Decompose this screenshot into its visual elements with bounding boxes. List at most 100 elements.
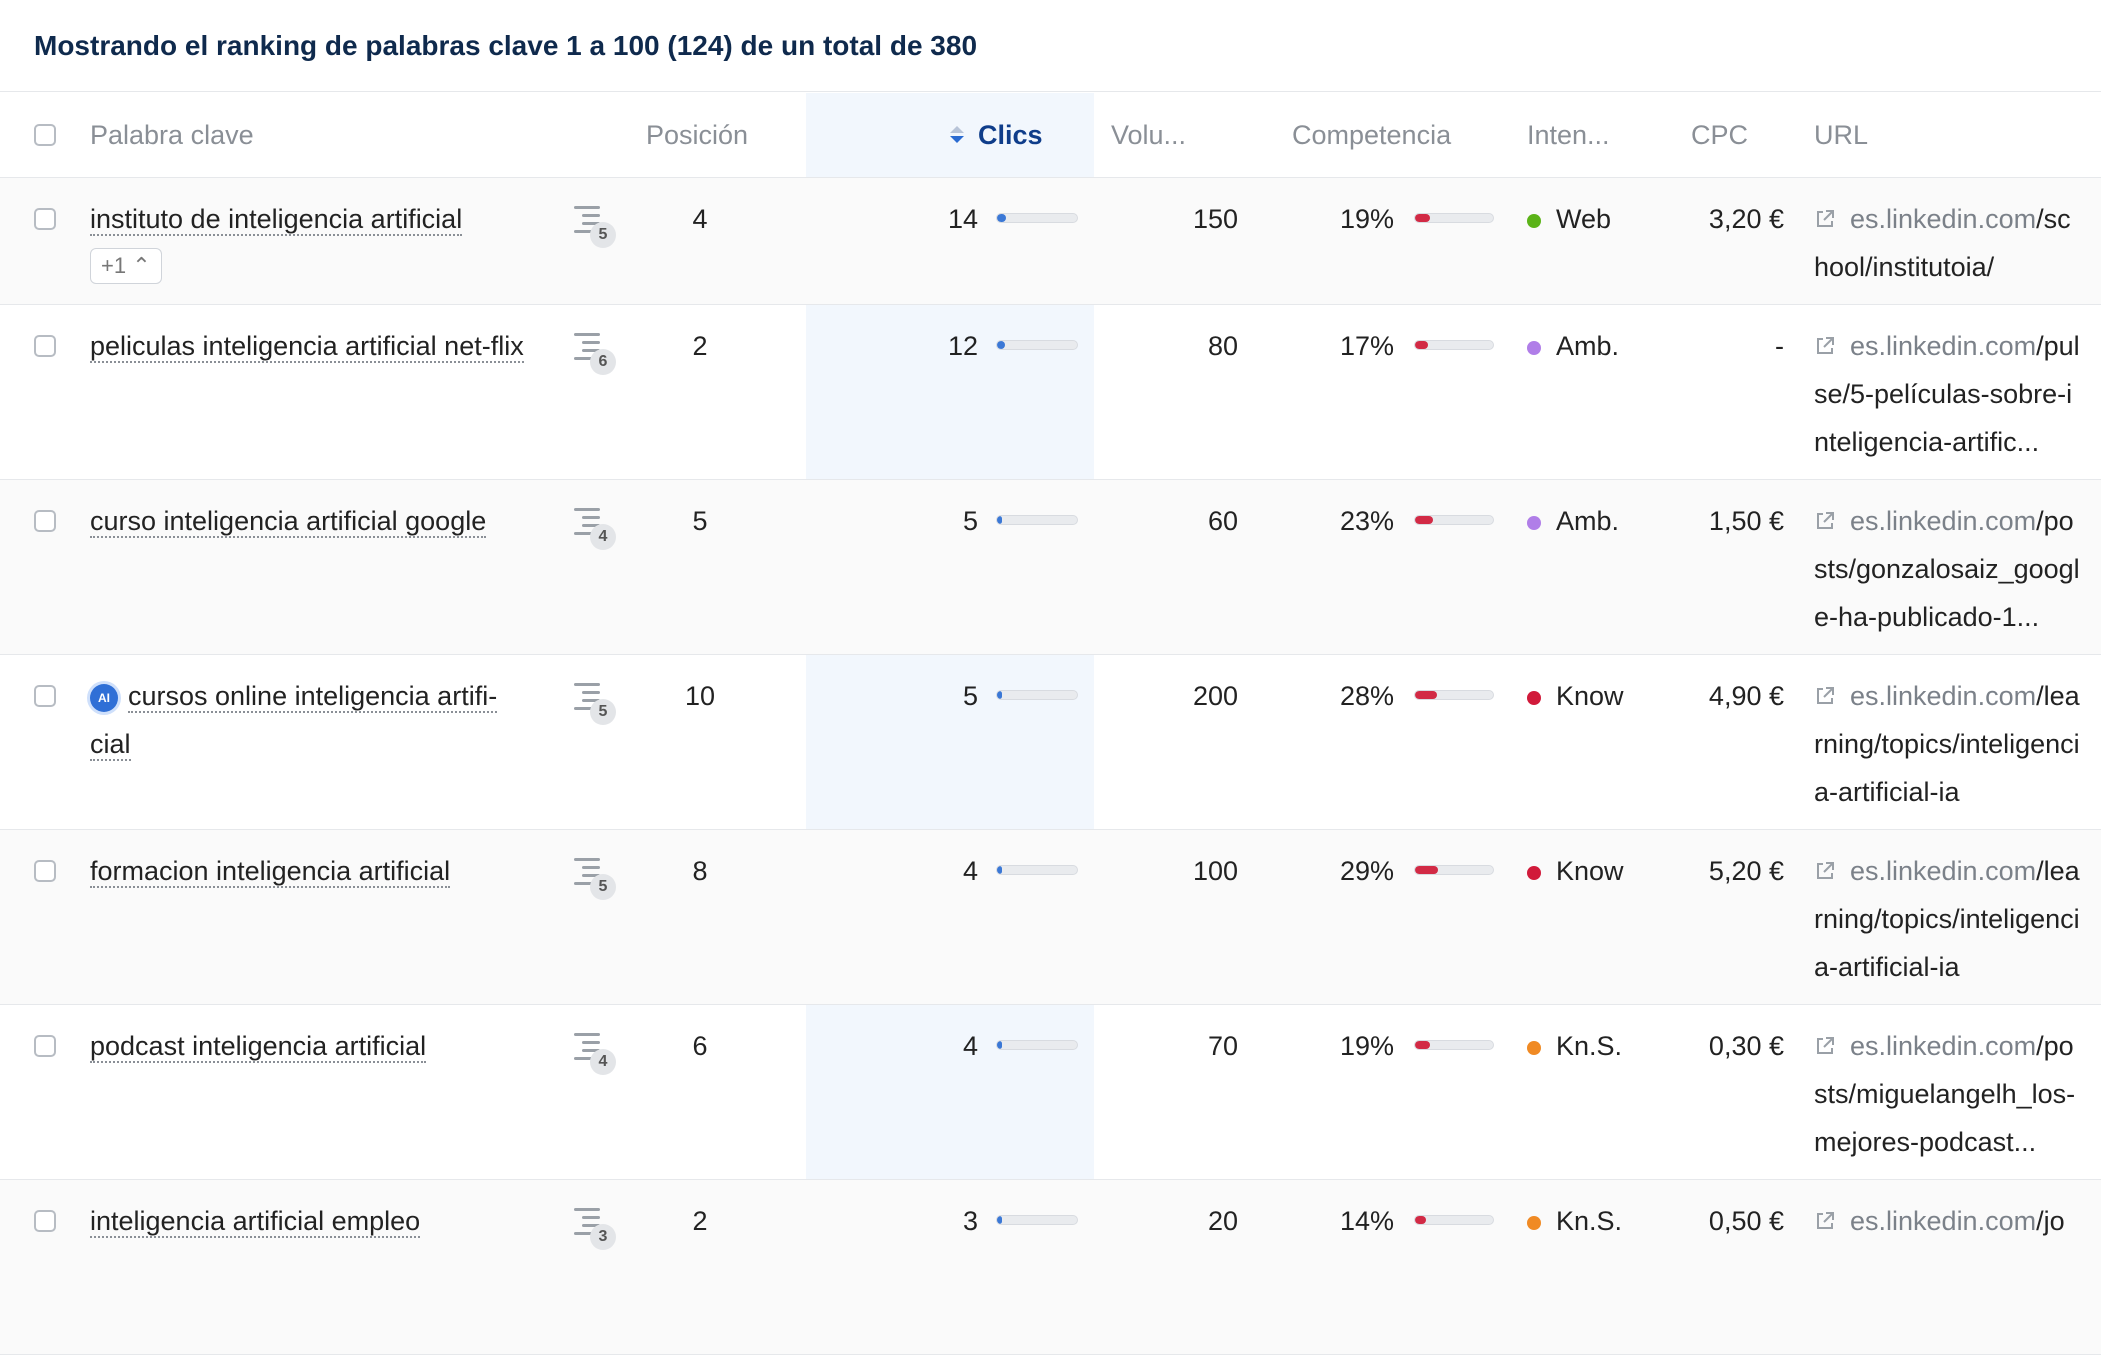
intent-dot-icon <box>1527 866 1541 880</box>
external-link-icon[interactable] <box>1814 335 1836 357</box>
clicks-bar-fill <box>997 691 1002 699</box>
url-domain: es.linkedin.com <box>1850 506 2037 536</box>
more-keywords-count: +1 <box>101 253 127 278</box>
competition-bar <box>1414 1040 1494 1050</box>
serp-features-button[interactable]: 4 <box>574 508 616 550</box>
keyword-link[interactable]: curso inteligencia artificial google <box>90 506 487 538</box>
url-domain: es.linkedin.com <box>1850 1206 2037 1236</box>
url-link[interactable]: es.linkedin.com/posts/gonzalosaiz_google… <box>1814 497 2084 641</box>
row-checkbox[interactable] <box>34 1210 56 1232</box>
table-row: podcast inteligencia artificial 4 6 4 70 19% K… <box>0 1005 2101 1180</box>
column-header-url[interactable]: URL <box>1814 119 1869 150</box>
competition-bar <box>1414 865 1494 875</box>
column-header-intent[interactable]: Inten... <box>1527 119 1610 150</box>
competition-value: 28% <box>1339 681 1394 711</box>
url-link[interactable]: es.linkedin.com/posts/miguelangelh_los-m… <box>1814 1022 2084 1166</box>
serp-features-button[interactable]: 5 <box>574 683 616 725</box>
url-link[interactable]: es.linkedin.com/learning/topics/intelige… <box>1814 847 2084 991</box>
cpc-value: 4,90 € <box>1708 681 1784 711</box>
clicks-value: 5 <box>962 506 978 536</box>
competition-bar-fill <box>1415 1041 1430 1049</box>
row-checkbox[interactable] <box>34 860 56 882</box>
competition-bar-fill <box>1415 1216 1426 1224</box>
serp-feature-count: 4 <box>590 524 616 550</box>
competition-bar-fill <box>1415 341 1429 349</box>
serp-features-button[interactable]: 5 <box>574 206 616 248</box>
keyword-cell: curso inteligencia artificial google <box>90 497 530 545</box>
serp-features-button[interactable]: 6 <box>574 333 616 375</box>
url-domain: es.linkedin.com <box>1850 681 2037 711</box>
results-header: Mostrando el ranking de palabras clave 1… <box>0 0 2101 92</box>
column-header-cpc[interactable]: CPC <box>1691 119 1749 150</box>
position-value: 5 <box>692 506 708 536</box>
column-header-clicks-label: Clics <box>978 119 1043 150</box>
cpc-value: 0,50 € <box>1708 1206 1784 1236</box>
volume-value: 20 <box>1207 1206 1238 1236</box>
competition-bar-fill <box>1415 691 1437 699</box>
table-header: Palabra clave Posición Clics Volu... Com… <box>0 93 2101 178</box>
keyword-link[interactable]: peliculas inteligencia artificial net-fl… <box>90 331 524 363</box>
column-header-clicks[interactable]: Clics <box>950 93 1043 177</box>
row-checkbox[interactable] <box>34 1035 56 1057</box>
column-header-keyword[interactable]: Palabra clave <box>90 119 254 150</box>
keyword-table: Palabra clave Posición Clics Volu... Com… <box>0 93 2101 1355</box>
position-value: 2 <box>692 331 708 361</box>
table-row: AI cursos online inteligencia artifi-cial… <box>0 655 2101 830</box>
url-link[interactable]: es.linkedin.com/jo <box>1814 1197 2084 1245</box>
keyword-link[interactable]: inteligencia artificial empleo <box>90 1206 421 1238</box>
ai-overview-icon: AI <box>90 684 118 712</box>
competition-value: 17% <box>1339 331 1394 361</box>
table-body: instituto de inteligencia artificial +1 ⌃… <box>0 178 2101 1355</box>
external-link-icon[interactable] <box>1814 1035 1836 1057</box>
external-link-icon[interactable] <box>1814 1210 1836 1232</box>
url-link[interactable]: es.linkedin.com/learning/topics/intelige… <box>1814 672 2084 816</box>
keyword-link[interactable]: formacion inteligencia artificial <box>90 856 451 888</box>
column-header-position[interactable]: Posición <box>646 119 749 150</box>
cpc-value: 0,30 € <box>1708 1031 1784 1061</box>
row-checkbox[interactable] <box>34 510 56 532</box>
external-link-icon[interactable] <box>1814 685 1836 707</box>
competition-bar <box>1414 690 1494 700</box>
serp-features-button[interactable]: 3 <box>574 1208 616 1250</box>
competition-value: 14% <box>1339 1206 1394 1236</box>
external-link-icon[interactable] <box>1814 208 1836 230</box>
competition-value: 19% <box>1339 204 1394 234</box>
cpc-value: 1,50 € <box>1708 506 1784 536</box>
row-checkbox[interactable] <box>34 208 56 230</box>
url-link[interactable]: es.linkedin.com/pulse/5-películas-sobre-… <box>1814 322 2084 466</box>
position-value: 6 <box>692 1031 708 1061</box>
column-header-competition[interactable]: Competencia <box>1292 119 1452 150</box>
clicks-bar-fill <box>997 1216 1002 1224</box>
table-row: curso inteligencia artificial google 4 5 5 6… <box>0 480 2101 655</box>
row-checkbox[interactable] <box>34 335 56 357</box>
serp-list-icon <box>574 683 600 715</box>
external-link-icon[interactable] <box>1814 510 1836 532</box>
row-checkbox[interactable] <box>34 685 56 707</box>
column-header-volume[interactable]: Volu... <box>1111 119 1187 150</box>
keyword-link[interactable]: podcast inteligencia artificial <box>90 1031 427 1063</box>
url-path: /jo <box>2036 1206 2065 1236</box>
external-link-icon[interactable] <box>1814 860 1836 882</box>
competition-bar <box>1414 213 1494 223</box>
table-row: peliculas inteligencia artificial net-fl… <box>0 305 2101 480</box>
clicks-bar-fill <box>997 214 1006 222</box>
competition-bar <box>1414 340 1494 350</box>
position-value: 10 <box>684 681 716 711</box>
intent-value: Kn.S. <box>1556 1031 1623 1061</box>
keyword-link[interactable]: instituto de inteligencia artificial <box>90 204 463 236</box>
keyword-cell: inteligencia artificial empleo <box>90 1197 530 1245</box>
results-summary-title: Mostrando el ranking de palabras clave 1… <box>34 29 978 61</box>
clicks-bar-fill <box>997 341 1005 349</box>
position-value: 4 <box>692 204 708 234</box>
select-all-checkbox[interactable] <box>34 124 56 146</box>
url-link[interactable]: es.linkedin.com/school/institutoia/ <box>1814 195 2084 291</box>
serp-features-button[interactable]: 4 <box>574 1033 616 1075</box>
more-keywords-toggle[interactable]: +1 ⌃ <box>90 248 162 284</box>
keyword-link[interactable]: cursos online inteligencia artifi-cial <box>90 681 498 761</box>
serp-features-button[interactable]: 5 <box>574 858 616 900</box>
position-value: 2 <box>692 1206 708 1236</box>
clicks-bar <box>996 1215 1078 1225</box>
serp-feature-count: 5 <box>590 699 616 725</box>
serp-feature-count: 3 <box>590 1224 616 1250</box>
